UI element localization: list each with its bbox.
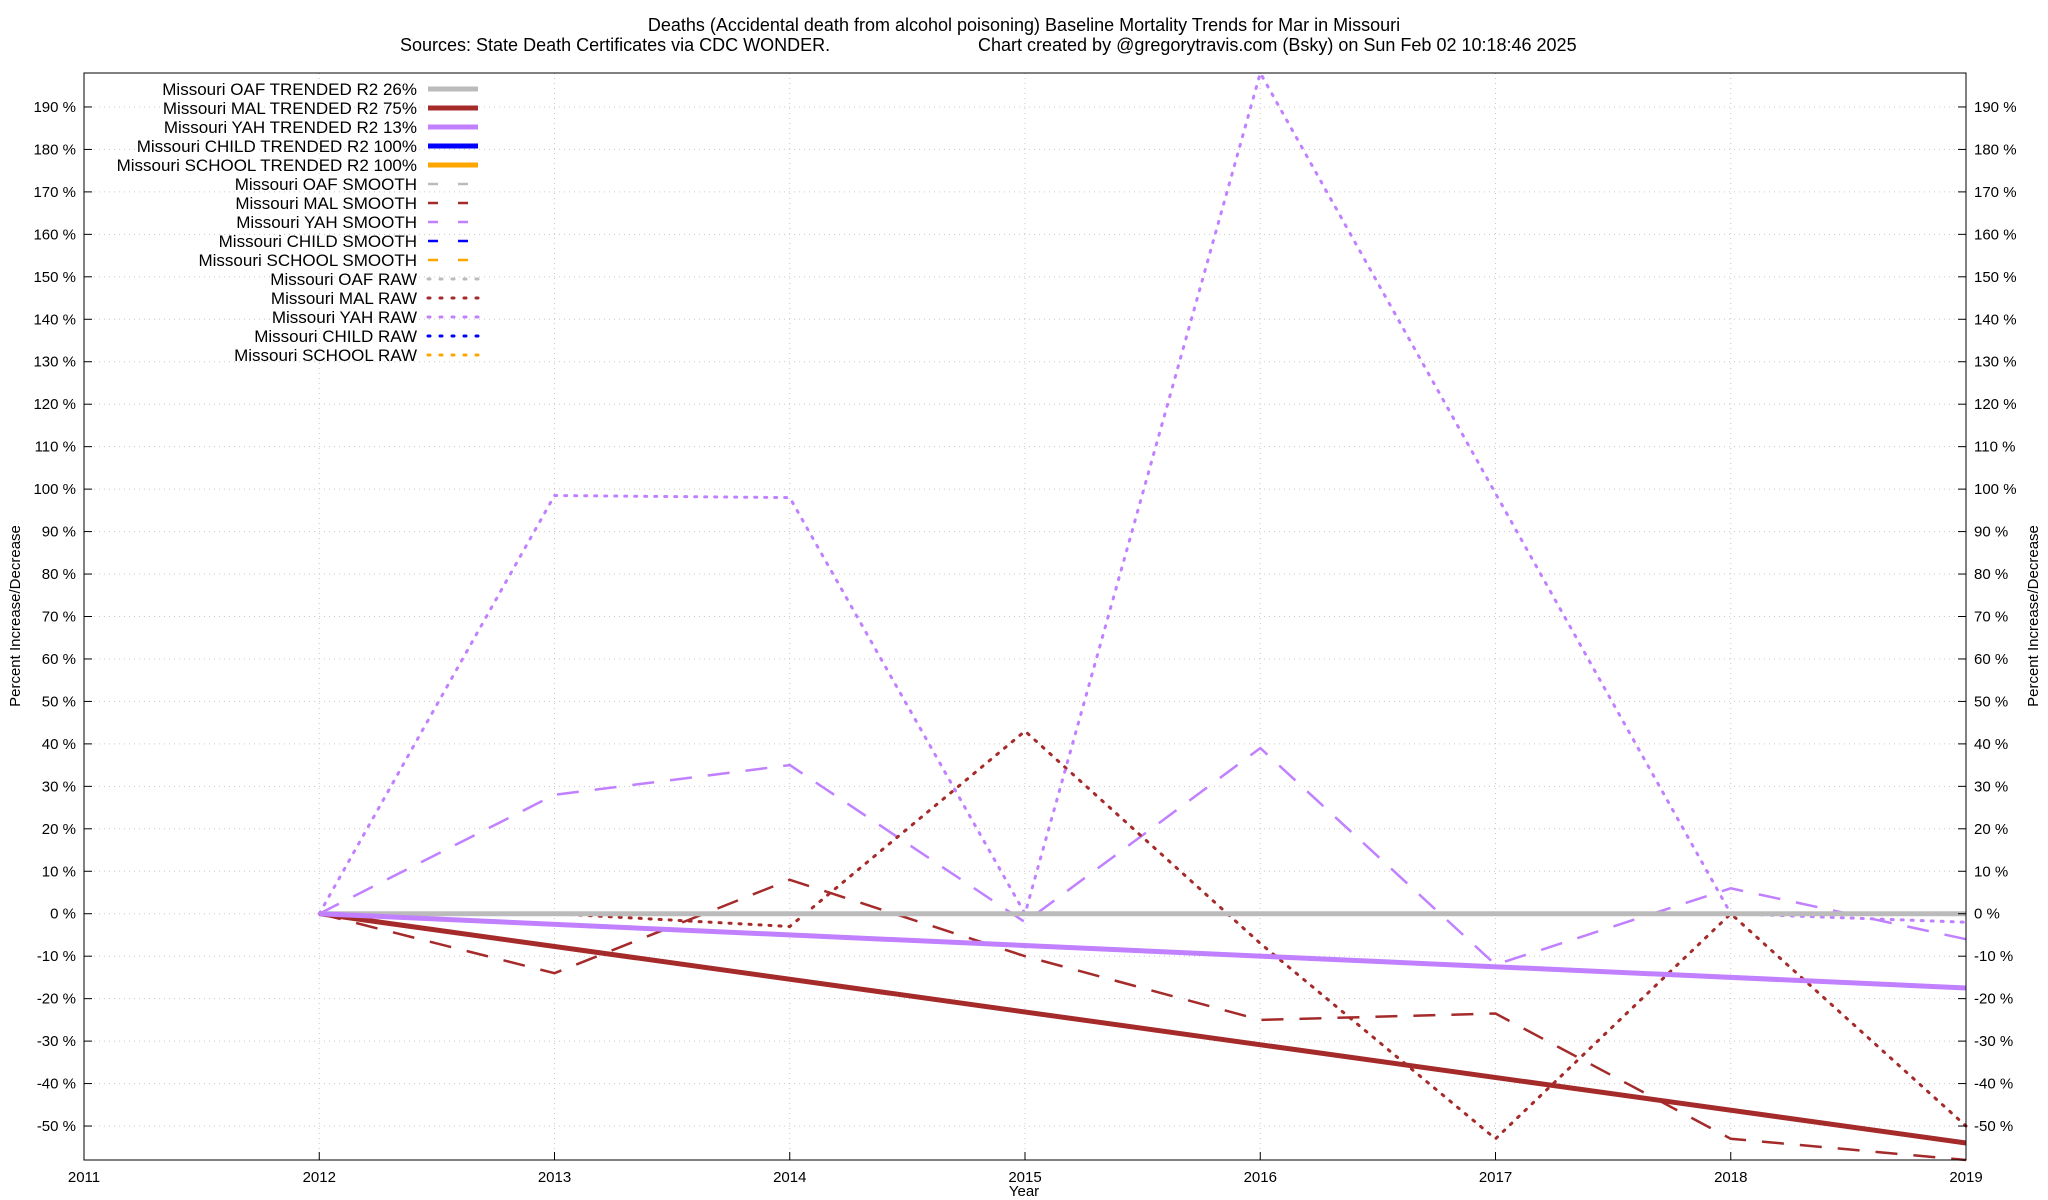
legend-label: Missouri MAL SMOOTH xyxy=(235,194,417,213)
y-tick-label-right: 160 % xyxy=(1974,226,2017,243)
y-tick-label-left: 10 % xyxy=(42,863,76,880)
y-tick-label-right: 50 % xyxy=(1974,693,2008,710)
x-tick-label: 2019 xyxy=(1949,1169,1982,1186)
x-tick-label: 2013 xyxy=(538,1169,571,1186)
y-tick-label-left: 190 % xyxy=(33,99,76,116)
legend-label: Missouri YAH SMOOTH xyxy=(236,213,417,232)
y-tick-label-left: 110 % xyxy=(35,439,76,456)
y-tick-label-right: 80 % xyxy=(1974,566,2008,583)
y-axis-label-right: Percent Increase/Decrease xyxy=(2025,525,2042,707)
series-line-missouri-yah-raw xyxy=(317,69,1968,924)
y-tick-label-right: 20 % xyxy=(1974,821,2008,838)
x-axis-label: Year xyxy=(1009,1183,1039,1200)
y-tick-label-left: 120 % xyxy=(33,396,76,413)
y-tick-label-right: 40 % xyxy=(1974,736,2008,753)
legend-label: Missouri SCHOOL SMOOTH xyxy=(198,251,417,270)
y-axis-label-left: Percent Increase/Decrease xyxy=(7,525,24,707)
series-layer xyxy=(317,69,1968,1162)
legend-label: Missouri OAF SMOOTH xyxy=(235,175,417,194)
y-tick-label-left: 180 % xyxy=(33,141,76,158)
y-tick-label-left: -40 % xyxy=(37,1076,76,1093)
y-tick-label-right: -50 % xyxy=(1974,1118,2013,1135)
legend-label: Missouri CHILD TRENDED R2 100% xyxy=(137,137,417,156)
y-tick-label-left: 70 % xyxy=(42,609,76,626)
y-tick-label-right: -20 % xyxy=(1974,991,2013,1008)
x-tick-label: 2014 xyxy=(773,1169,806,1186)
y-tick-label-right: 100 % xyxy=(1974,481,2017,498)
y-tick-label-left: 100 % xyxy=(33,481,76,498)
y-tick-label-left: -50 % xyxy=(37,1118,76,1135)
y-tick-label-right: 170 % xyxy=(1974,184,2017,201)
y-tick-label-left: 130 % xyxy=(33,354,76,371)
y-tick-label-left: 20 % xyxy=(42,821,76,838)
y-tick-label-right: 180 % xyxy=(1974,141,2017,158)
x-tick-label: 2015 xyxy=(1008,1169,1041,1186)
y-tick-label-right: 10 % xyxy=(1974,863,2008,880)
y-tick-label-right: 60 % xyxy=(1974,651,2008,668)
chart-subtitle-credit: Chart created by @gregorytravis.com (Bsk… xyxy=(978,35,1577,55)
x-tick-label: 2011 xyxy=(68,1169,100,1186)
x-tick-label: 2017 xyxy=(1479,1169,1512,1186)
y-tick-label-right: 0 % xyxy=(1974,906,2000,923)
y-tick-label-right: 90 % xyxy=(1974,524,2008,541)
legend-label: Missouri MAL TRENDED R2 75% xyxy=(163,99,417,118)
series-line-missouri-yah-smooth xyxy=(318,746,1967,967)
y-tick-label-left: -10 % xyxy=(37,948,76,965)
y-tick-label-left: 80 % xyxy=(42,566,76,583)
legend-label: Missouri CHILD RAW xyxy=(254,327,417,346)
y-tick-label-right: -10 % xyxy=(1974,948,2013,965)
y-tick-label-left: 0 % xyxy=(50,906,76,923)
legend-label: Missouri OAF TRENDED R2 26% xyxy=(162,80,417,99)
y-tick-label-left: 160 % xyxy=(33,226,76,243)
legend-label: Missouri SCHOOL RAW xyxy=(234,346,417,365)
legend-label: Missouri OAF RAW xyxy=(270,270,417,289)
legend-label: Missouri CHILD SMOOTH xyxy=(219,232,417,251)
x-tick-label: 2016 xyxy=(1244,1169,1277,1186)
y-tick-label-right: 30 % xyxy=(1974,778,2008,795)
y-tick-label-right: 70 % xyxy=(1974,609,2008,626)
y-tick-label-right: 130 % xyxy=(1974,354,2017,371)
y-tick-label-left: 170 % xyxy=(33,184,76,201)
x-tick-label: 2012 xyxy=(303,1169,336,1186)
y-tick-label-left: 90 % xyxy=(42,524,76,541)
y-tick-label-left: -30 % xyxy=(37,1033,76,1050)
y-tick-label-left: 50 % xyxy=(42,693,76,710)
y-tick-label-left: 140 % xyxy=(33,311,76,328)
legend-label: Missouri SCHOOL TRENDED R2 100% xyxy=(117,156,417,175)
ticks-layer: -50 % -50 % -40 % -40 % -30 % -30 % -20 % -20 %… xyxy=(33,99,2016,1186)
series-line-missouri-yah-trended-r2-13 xyxy=(319,911,1967,991)
y-tick-label-right: -30 % xyxy=(1974,1033,2013,1050)
legend-label: Missouri YAH RAW xyxy=(272,308,417,327)
legend-label: Missouri YAH TRENDED R2 13% xyxy=(164,118,417,137)
legend-label: Missouri MAL RAW xyxy=(271,289,417,308)
legend: Missouri OAF TRENDED R2 26%Missouri MAL … xyxy=(117,80,480,365)
series-line-missouri-mal-raw xyxy=(317,729,1968,1141)
y-tick-label-right: 140 % xyxy=(1974,311,2017,328)
y-tick-label-right: 120 % xyxy=(1974,396,2017,413)
chart-title: Deaths (Accidental death from alcohol po… xyxy=(648,15,1400,35)
x-tick-label: 2018 xyxy=(1714,1169,1747,1186)
y-tick-label-right: 190 % xyxy=(1974,99,2017,116)
chart-subtitle-sources: Sources: State Death Certificates via CD… xyxy=(400,35,830,55)
y-tick-label-left: -20 % xyxy=(37,991,76,1008)
y-tick-label-left: 150 % xyxy=(33,269,76,286)
y-tick-label-left: 60 % xyxy=(42,651,76,668)
y-tick-label-right: 110 % xyxy=(1974,439,2015,456)
y-tick-label-left: 30 % xyxy=(42,778,76,795)
y-tick-label-right: 150 % xyxy=(1974,269,2017,286)
series-line-missouri-mal-trended-r2-75 xyxy=(318,911,1967,1146)
y-tick-label-right: -40 % xyxy=(1974,1076,2013,1093)
y-tick-label-left: 40 % xyxy=(42,736,76,753)
series-line-missouri-mal-smooth xyxy=(318,878,1967,1162)
